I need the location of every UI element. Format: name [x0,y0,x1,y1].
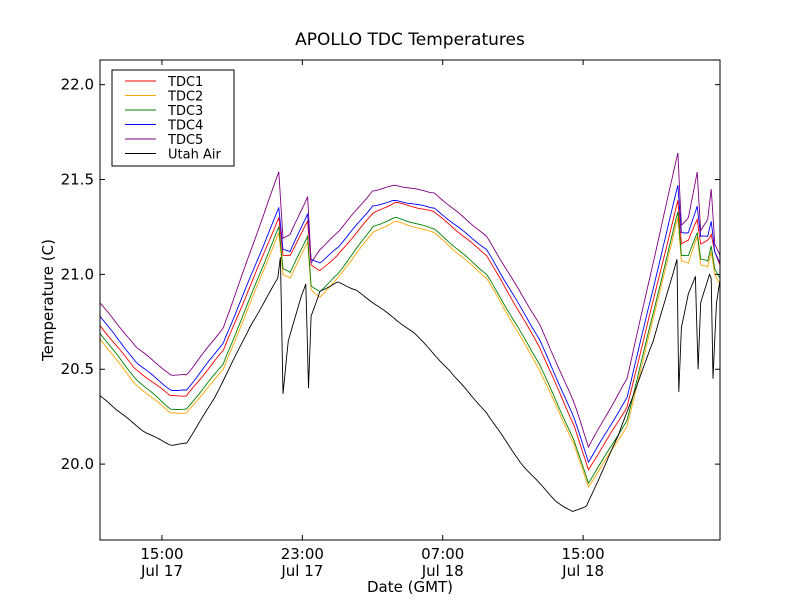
chart-title: APOLLO TDC Temperatures [295,30,525,50]
legend-label: TDC5 [167,133,203,148]
y-tick-label: 21.5 [61,171,94,189]
x-tick-label-date: Jul 17 [280,562,323,580]
x-tick-label-date: Jul 18 [421,562,464,580]
series-line-tdc4 [99,185,721,464]
legend-label: Utah Air [168,148,221,163]
x-tick-label-time: 07:00 [421,545,464,563]
series-line-tdc5 [99,152,721,449]
legend-label: TDC3 [167,104,203,119]
y-tick-label: 22.0 [61,76,94,94]
x-axis-label: Date (GMT) [367,578,453,596]
y-tick-label: 20.5 [61,360,94,378]
x-tick-label-date: Jul 18 [561,562,604,580]
y-axis: 20.0 20.5 21.0 21.5 22.0 [61,76,720,473]
series-line-tdc1 [99,200,721,471]
x-tick-label-date: Jul 17 [140,562,183,580]
x-tick-label-time: 15:00 [562,545,605,563]
y-tick-label: 20.0 [61,455,94,473]
series-line-tdc2 [99,217,721,488]
legend-frame [111,69,235,167]
series-line-utah-air [99,257,721,512]
x-tick-label-time: 15:00 [140,545,183,563]
legend-label: TDC4 [167,119,203,134]
legend-label: TDC2 [167,90,203,105]
legend-label: TDC1 [167,75,203,90]
y-tick-label: 21.0 [61,265,94,283]
y-axis-label: Temperature (C) [39,239,57,362]
plot-frame [99,59,721,541]
series-layer [99,152,721,512]
x-tick-label-time: 23:00 [281,545,324,563]
